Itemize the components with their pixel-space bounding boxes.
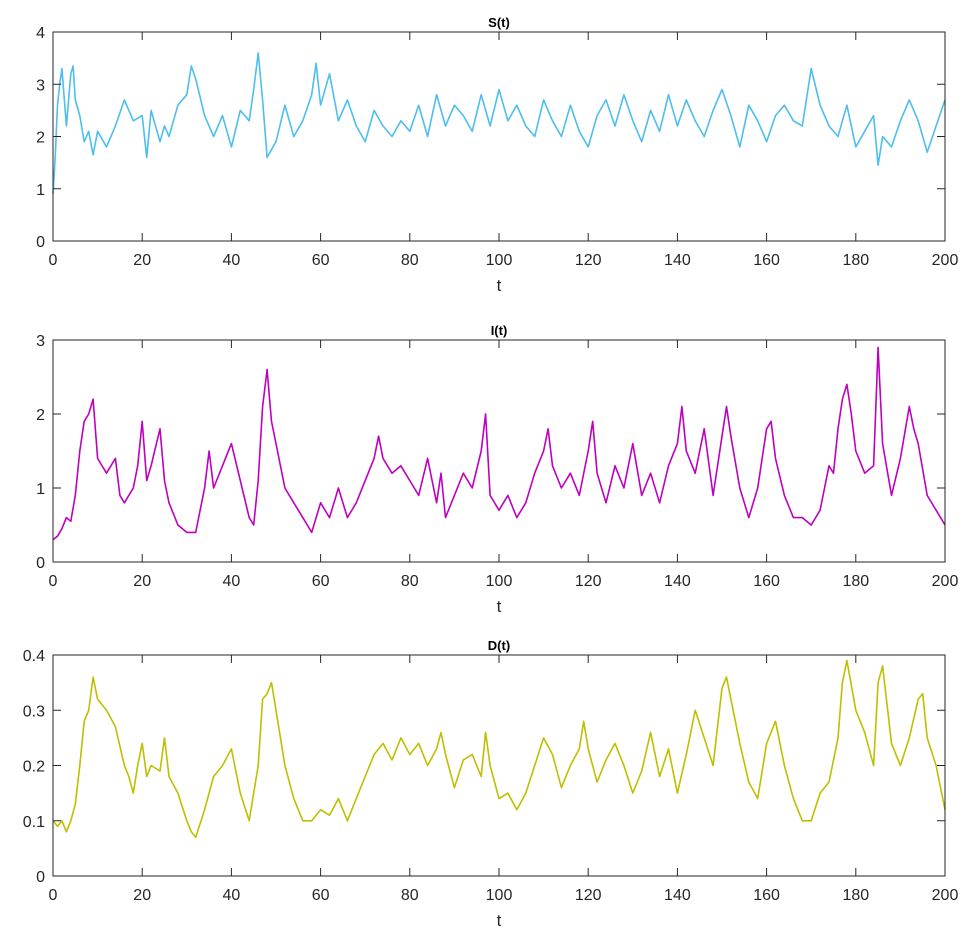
- d-x-tick-label: 80: [401, 887, 419, 904]
- i-y-tick-label: 2: [36, 407, 45, 424]
- d-x-tick-label: 100: [486, 887, 513, 904]
- s-panel-title: S(t): [488, 15, 510, 30]
- i-panel: 0 20 40 60 80 100 120 140 160 180 200 0 1 2 3 I(t) t: [36, 323, 958, 616]
- d-panel-title: D(t): [488, 638, 510, 653]
- s-y-tick-label: 1: [36, 182, 45, 199]
- d-x-tick-label: 200: [932, 887, 959, 904]
- s-x-tick-label: 0: [49, 252, 58, 269]
- s-y-tick-label: 0: [36, 234, 45, 251]
- s-x-tick-label: 20: [133, 252, 151, 269]
- i-x-tick-label: 60: [312, 573, 330, 590]
- s-x-tick-label: 40: [223, 252, 241, 269]
- i-x-tick-label: 160: [753, 573, 780, 590]
- s-plot-area: [53, 32, 945, 241]
- d-y-tick-label: 0.4: [23, 648, 45, 665]
- i-x-tick-label: 80: [401, 573, 419, 590]
- i-plot-area: [53, 340, 945, 562]
- i-series-line: [52, 346, 946, 541]
- s-x-tick-label: 60: [312, 252, 330, 269]
- s-series-line: [52, 52, 946, 195]
- i-x-tick-label: 100: [486, 573, 513, 590]
- s-y-tick-label: 4: [36, 25, 45, 42]
- d-x-axis-label: t: [497, 911, 502, 930]
- d-x-tick-label: 60: [312, 887, 330, 904]
- s-x-tick-label: 80: [401, 252, 419, 269]
- i-x-axis-label: t: [497, 597, 502, 616]
- d-panel: 0 20 40 60 80 100 120 140 160 180 200 0 0.1 0.2 0.3 0.4…: [23, 638, 959, 930]
- d-plot-area: [53, 655, 945, 876]
- s-x-tick-label: 140: [664, 252, 691, 269]
- d-x-tick-label: 120: [575, 887, 602, 904]
- d-x-tick-label: 40: [223, 887, 241, 904]
- s-panel: 0 20 40 60 80 100 120 140 160 180 200 0 1 2 3 4 S(t) t: [36, 15, 958, 295]
- s-x-tick-label: 200: [932, 252, 959, 269]
- d-y-tick-label: 0.3: [23, 703, 45, 720]
- d-x-tick-label: 20: [133, 887, 151, 904]
- d-y-tick-label: 0.1: [23, 814, 45, 831]
- s-y-tick-label: 3: [36, 77, 45, 94]
- i-x-tick-label: 200: [932, 573, 959, 590]
- i-y-tick-label: 3: [36, 333, 45, 350]
- i-x-tick-label: 140: [664, 573, 691, 590]
- d-y-tick-label: 0.2: [23, 759, 45, 776]
- i-x-tick-label: 40: [223, 573, 241, 590]
- d-x-tick-label: 160: [753, 887, 780, 904]
- d-y-tick-label: 0: [36, 869, 45, 886]
- i-x-tick-label: 0: [49, 573, 58, 590]
- d-x-tick-label: 0: [49, 887, 58, 904]
- s-x-tick-label: 100: [486, 252, 513, 269]
- d-x-tick-label: 140: [664, 887, 691, 904]
- i-x-tick-label: 20: [133, 573, 151, 590]
- d-x-tick-label: 180: [842, 887, 869, 904]
- s-x-tick-label: 160: [753, 252, 780, 269]
- i-x-tick-label: 120: [575, 573, 602, 590]
- i-y-tick-label: 1: [36, 481, 45, 498]
- s-x-tick-label: 180: [842, 252, 869, 269]
- s-x-axis-label: t: [497, 276, 502, 295]
- d-series-line: [52, 659, 946, 839]
- s-x-tick-label: 120: [575, 252, 602, 269]
- i-panel-title: I(t): [491, 323, 508, 338]
- i-y-tick-label: 0: [36, 555, 45, 572]
- s-y-tick-label: 2: [36, 130, 45, 147]
- i-x-tick-label: 180: [842, 573, 869, 590]
